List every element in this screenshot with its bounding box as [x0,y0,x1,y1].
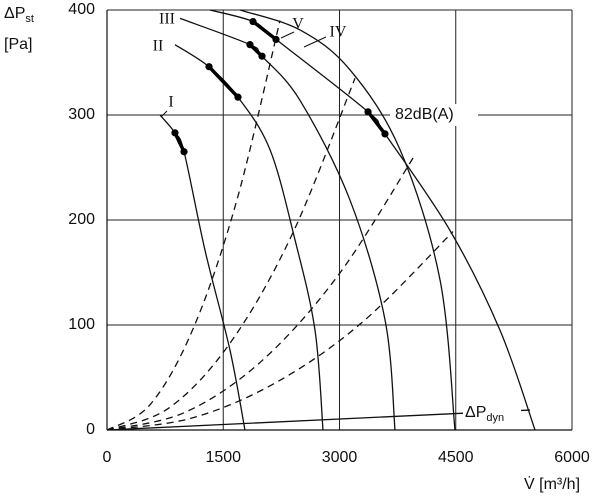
operating-point [180,148,188,156]
label-leader [280,31,295,39]
operating-point [364,108,372,116]
series-label: II [153,38,164,55]
y-tick-label: 0 [86,421,95,438]
y-axis-label-main: ΔP [4,5,25,22]
curve [106,78,356,431]
series-label: III [159,11,175,28]
series-label-sub: dyn [486,412,504,424]
label-background [463,403,521,425]
y-tick-label: 300 [68,106,95,123]
x-tick-label: 6000 [554,449,590,466]
operating-point [381,130,389,138]
y-tick-label: 200 [68,211,95,228]
label-leader [303,36,327,48]
operating-point [205,63,213,71]
operating-point [249,17,257,26]
x-tick-label: 4500 [438,449,474,466]
y-tick-label: 400 [68,1,95,18]
annotation: 82dB(A) [395,106,454,123]
operating-point [246,41,254,49]
series-label: IV [330,24,347,41]
label-leader [160,110,168,118]
y-axis-label-sub: st [25,13,34,25]
series-label: ΔPdyn [465,404,504,424]
y-axis-unit: [Pa] [4,36,32,53]
curve [106,20,281,431]
curve [179,17,396,431]
operating-point [234,93,242,101]
operating-range [207,65,240,99]
series-label: I [168,94,173,111]
curve [239,9,456,431]
x-tick-label: 1500 [205,449,241,466]
operating-range [366,110,387,135]
curve [106,231,454,431]
operating-point [171,129,179,137]
annotation-background [390,104,478,126]
curve [106,409,531,431]
x-tick-label: 0 [103,449,112,466]
y-tick-label: 100 [68,316,95,333]
operating-point [272,35,280,44]
y-axis-label: ΔPst [4,5,34,25]
x-tick-label: 3000 [322,449,358,466]
x-axis-label: V̇ [m³/h] [524,475,580,493]
operating-range [251,20,278,41]
operating-point [258,52,266,60]
series-label: V [292,16,304,33]
curve [106,154,416,431]
curve [159,114,246,431]
series-label-main: ΔP [465,404,486,421]
